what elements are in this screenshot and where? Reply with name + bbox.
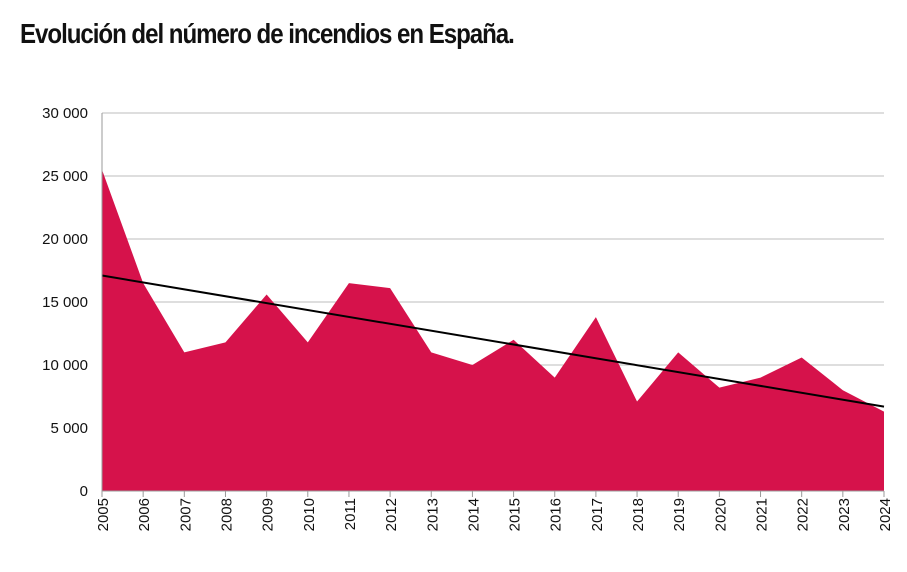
- y-tick-label: 20 000: [42, 231, 88, 248]
- x-tick-label: 2021: [754, 498, 771, 531]
- x-tick-label: 2006: [136, 498, 153, 531]
- x-tick-label: 2020: [712, 498, 729, 531]
- x-tick-label: 2007: [177, 498, 194, 531]
- x-tick-label: 2024: [877, 498, 894, 531]
- axes: [101, 113, 885, 497]
- x-tick-label: 2011: [342, 498, 359, 530]
- y-tick-labels: 0 5 000 10 000 15 000 20 000 25 000 30 000: [42, 105, 88, 500]
- x-tick-label: 2023: [836, 498, 853, 531]
- x-tick-label: 2017: [589, 498, 606, 531]
- x-tick-label: 2016: [548, 498, 565, 531]
- x-tick-label: 2013: [424, 498, 441, 531]
- y-tick-label: 25 000: [42, 168, 88, 185]
- x-tick-label: 2012: [383, 498, 400, 531]
- y-tick-label: 10 000: [42, 357, 88, 374]
- y-tick-label: 15 000: [42, 294, 88, 311]
- x-tick-label: 2010: [301, 498, 318, 531]
- chart-title: Evolución del número de incendios en Esp…: [20, 18, 515, 49]
- x-tick-label: 2015: [507, 498, 524, 531]
- trend-line: [101, 274, 885, 408]
- x-tick-label: 2022: [795, 498, 812, 531]
- area-fill: [102, 169, 884, 491]
- x-tick-label: 2014: [465, 498, 482, 531]
- y-tick-label: 0: [80, 483, 88, 500]
- x-tick-labels: 2005 2006 2007 2008 2009 2010 2011 2012 2013 2014…: [95, 498, 894, 531]
- x-tick-label: 2019: [671, 498, 688, 531]
- y-tick-label: 30 000: [42, 105, 88, 122]
- x-tick-label: 2009: [260, 498, 277, 531]
- area-series: [102, 169, 884, 491]
- y-tick-label: 5 000: [50, 420, 88, 437]
- x-tick-label: 2005: [95, 498, 112, 531]
- x-tick-label: 2008: [218, 498, 235, 531]
- trend-line-group: [101, 274, 885, 408]
- x-tick-label: 2018: [630, 498, 647, 531]
